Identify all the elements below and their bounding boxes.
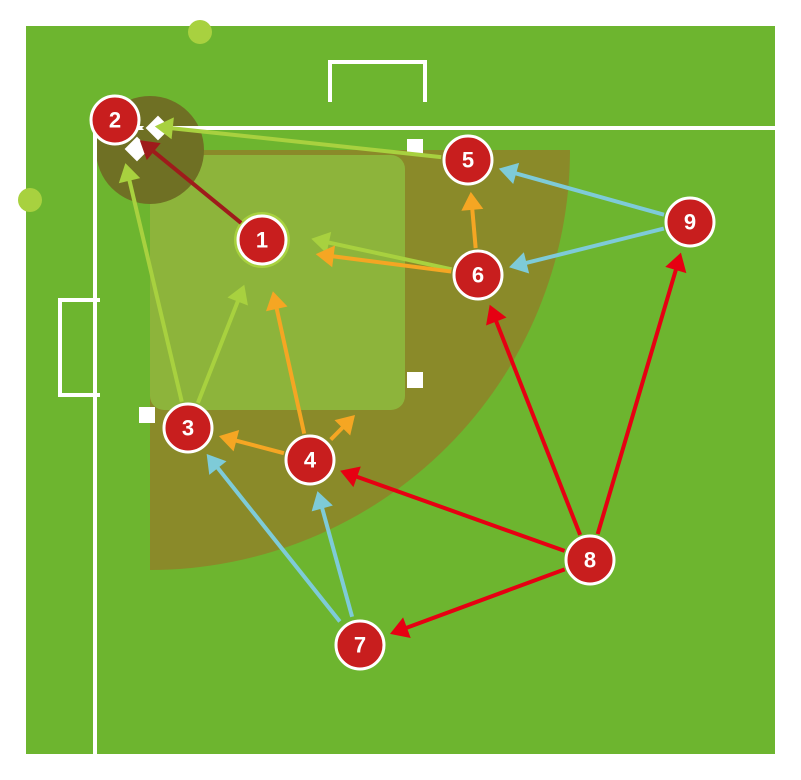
position-node-6: 6 (454, 251, 502, 299)
position-label-3: 3 (182, 416, 194, 441)
position-label-6: 6 (472, 263, 484, 288)
position-node-2: 2 (91, 96, 139, 144)
field-diagram: 1 2 3 4 5 6 7 8 9 (0, 0, 801, 780)
second-base (407, 372, 423, 388)
position-node-7: 7 (336, 621, 384, 669)
position-node-1: 1 (238, 216, 286, 264)
ball-2 (18, 188, 42, 212)
third-base (139, 407, 155, 423)
position-label-5: 5 (462, 148, 474, 173)
position-node-3: 3 (164, 404, 212, 452)
position-node-8: 8 (566, 536, 614, 584)
position-label-2: 2 (109, 108, 121, 133)
position-node-9: 9 (666, 198, 714, 246)
position-label-4: 4 (304, 448, 317, 473)
ball-1 (188, 20, 212, 44)
position-label-8: 8 (584, 548, 596, 573)
position-label-1: 1 (256, 228, 268, 253)
position-node-5: 5 (444, 136, 492, 184)
position-label-7: 7 (354, 633, 366, 658)
position-label-9: 9 (684, 210, 696, 235)
infield-grass (150, 155, 405, 410)
position-node-4: 4 (286, 436, 334, 484)
